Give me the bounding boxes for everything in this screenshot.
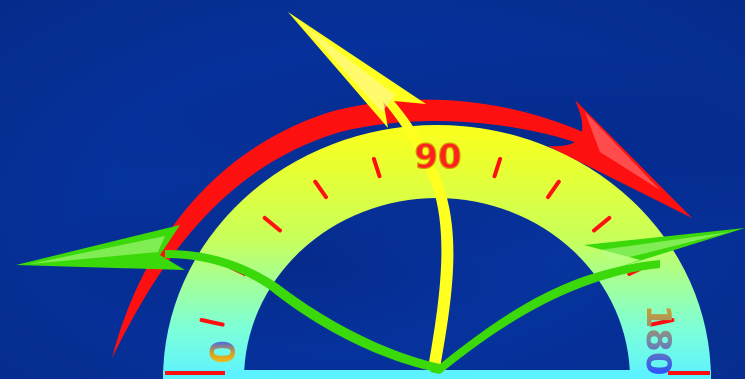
tick-mark-60 (313, 179, 328, 200)
background-shadow (40, 170, 560, 350)
tick-mark-120 (546, 179, 561, 200)
label-180: 180 (638, 305, 678, 376)
baseline-tick-right (668, 371, 710, 375)
green-arrows (16, 225, 745, 374)
tick-mark-165 (649, 318, 675, 327)
tick-mark-105 (492, 156, 503, 179)
tick-mark-75 (371, 156, 382, 179)
tick-mark-135 (592, 215, 612, 233)
baseline-tick-left (165, 371, 225, 375)
label-90: 90 (414, 137, 461, 177)
tick-mark-15 (199, 318, 225, 327)
tick-mark-45 (262, 215, 282, 233)
protractor-band (163, 125, 711, 379)
red-arc-arrow (112, 99, 692, 358)
yellow-arrow (288, 12, 454, 368)
label-0: 0 (201, 340, 241, 364)
protractor-base (163, 370, 711, 379)
